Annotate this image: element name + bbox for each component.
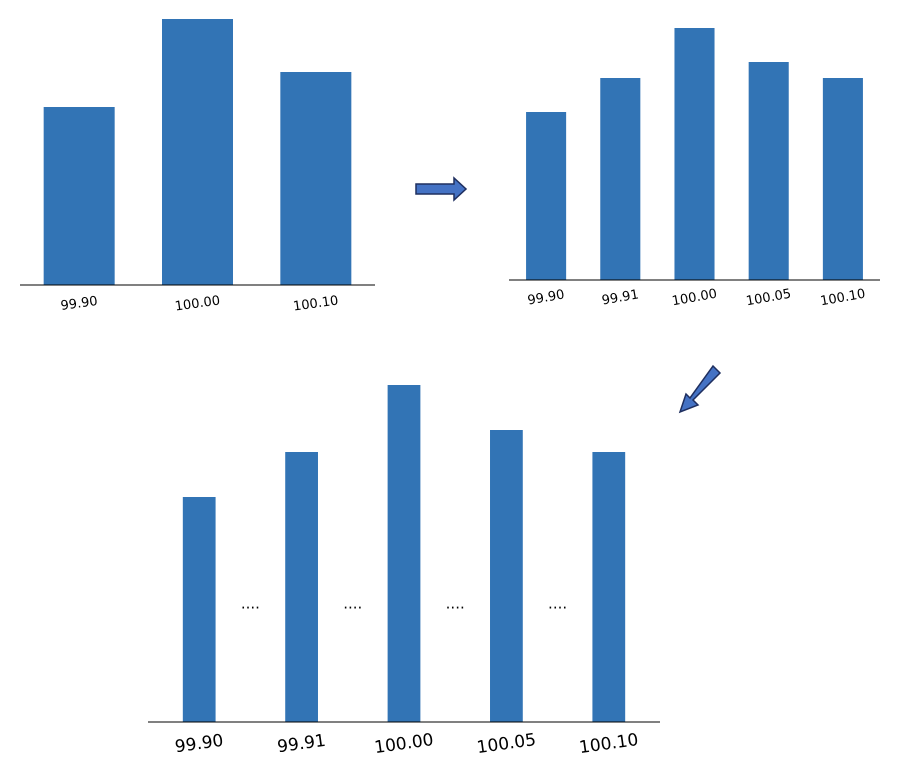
gap-dots: .... (343, 595, 362, 613)
bar (526, 112, 567, 280)
x-tick-label: 100.00 (671, 287, 718, 310)
bar (162, 19, 233, 285)
x-tick-label: 100.10 (819, 287, 866, 310)
bar (600, 78, 641, 280)
x-tick-label: 99.90 (174, 731, 225, 758)
bar (280, 72, 352, 285)
bar (285, 452, 318, 722)
bar (182, 497, 216, 722)
arrow-right (415, 176, 468, 202)
bar (822, 78, 863, 280)
x-tick-label: 100.05 (745, 287, 792, 310)
gap-dots: .... (241, 595, 260, 613)
x-tick-label: 100.10 (578, 730, 640, 758)
x-tick-label: 100.00 (174, 293, 221, 314)
x-tick-label: 99.90 (60, 294, 99, 314)
arrow-down-left (678, 364, 722, 414)
bar (674, 28, 715, 280)
gap-dots: .... (446, 595, 465, 613)
x-tick-label: 99.91 (601, 287, 640, 308)
x-tick-label: 100.00 (373, 730, 435, 758)
x-tick-label: 100.10 (292, 293, 339, 314)
bar (592, 452, 626, 722)
x-tick-label: 99.91 (276, 731, 327, 758)
x-tick-label: 99.90 (526, 287, 565, 308)
bar (490, 430, 523, 722)
bar (43, 107, 115, 285)
bar (748, 62, 789, 280)
gap-dots: .... (548, 595, 567, 613)
bar (387, 385, 421, 722)
x-tick-label: 100.05 (476, 730, 538, 758)
